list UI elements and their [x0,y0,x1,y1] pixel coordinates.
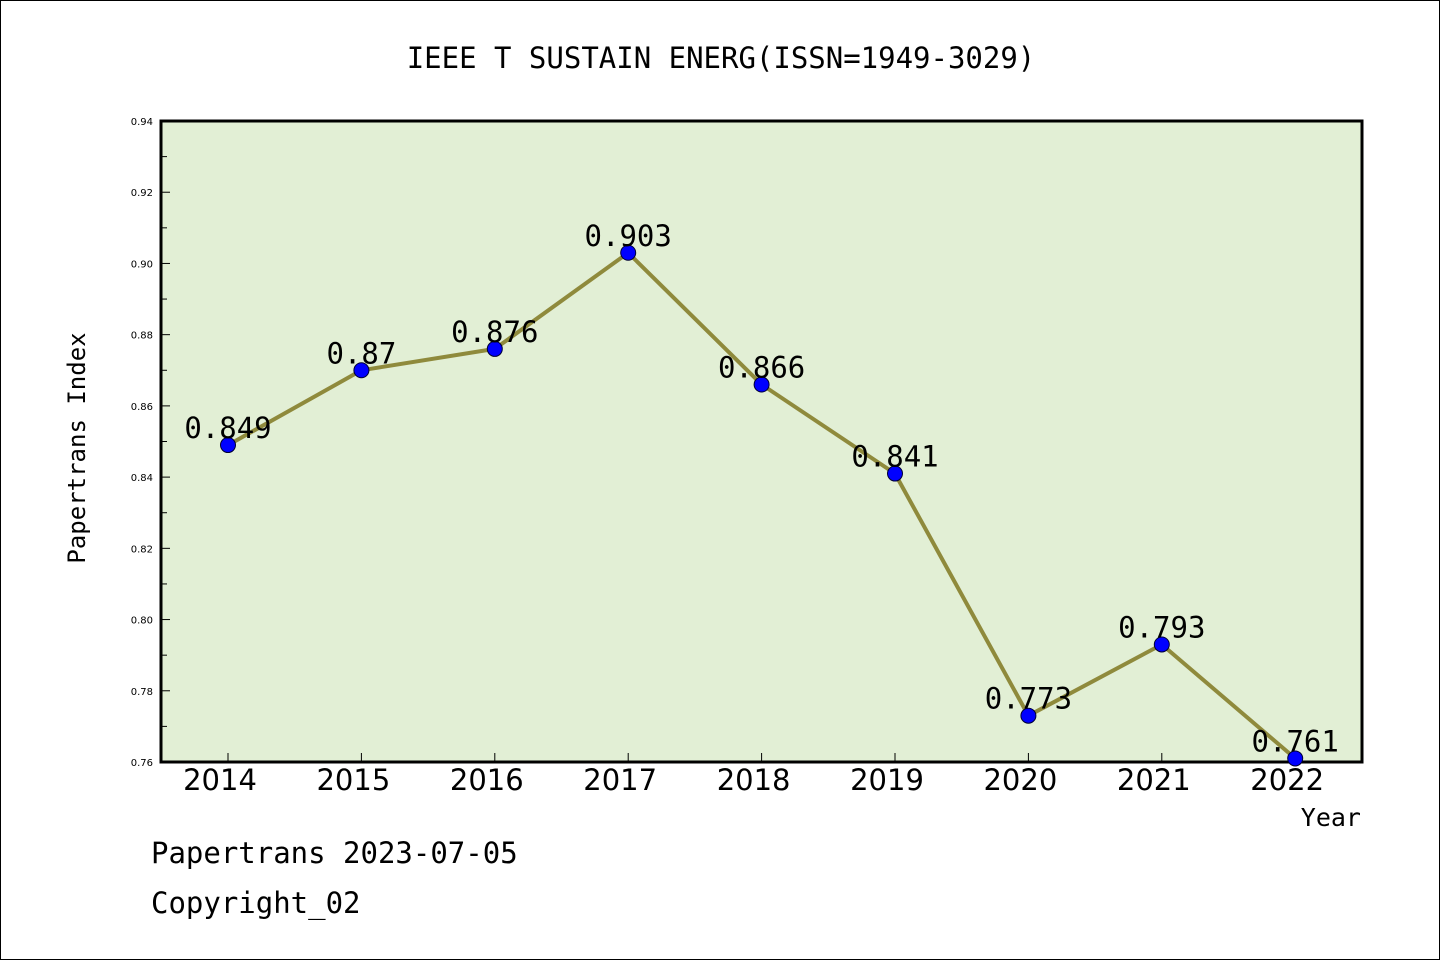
data-label: 0.866 [718,351,805,385]
plot-area [159,119,1364,764]
y-tick-label: 0.84 [131,473,153,484]
y-tick-label: 0.94 [131,117,153,128]
x-axis: 2014 2015 2016 2017 2018 2019 2020 2021 2022 [183,753,1324,797]
data-markers [220,244,1304,767]
y-tick-label: 0.80 [131,616,153,627]
data-label: 0.841 [851,440,938,474]
x-tick-label: 2018 [717,763,791,797]
data-point [220,437,236,454]
data-point [486,340,503,357]
x-tick-label: 2019 [850,763,924,797]
footer-date: Papertrans 2023-07-05 [151,836,518,870]
data-point [1153,636,1170,653]
chart-title: IEEE T SUSTAIN ENERG(ISSN=1949-3029) [407,41,1036,75]
x-tick-label: 2017 [583,763,657,797]
y-axis: 0.76 0.78 0.80 0.82 0.84 0.86 0.88 0.90 0.92 0.94 [131,117,170,769]
data-label: 0.773 [985,682,1072,716]
y-tick-label: 0.78 [131,687,153,698]
x-tick-label: 2021 [1117,763,1191,797]
data-label: 0.849 [184,411,271,445]
data-point [887,465,903,482]
y-tick-label: 0.76 [131,758,153,769]
y-tick-label: 0.88 [131,331,153,342]
footer-copyright: Copyright_02 [151,886,361,920]
x-tick-label: 2020 [983,763,1057,797]
data-label: 0.903 [585,219,672,253]
data-point [620,244,637,261]
x-tick-label: 2016 [450,763,524,797]
y-tick-label: 0.90 [131,259,153,270]
data-point [753,376,770,393]
y-tick-label: 0.86 [131,402,153,413]
data-labels: 0.849 0.87 0.876 0.903 0.866 0.841 0.773 0.793 0… [184,219,1339,759]
x-axis-label: Year [1301,803,1361,832]
data-point [1287,750,1304,767]
data-label: 0.87 [326,336,396,370]
data-label: 0.761 [1252,724,1339,758]
x-tick-label: 2014 [183,763,257,797]
data-label: 0.876 [451,315,538,349]
y-tick-label: 0.92 [131,188,153,199]
data-point [1020,707,1037,724]
x-tick-label: 2022 [1250,763,1324,797]
y-tick-label: 0.82 [131,544,153,555]
x-tick-label: 2015 [316,763,390,797]
data-label: 0.793 [1118,610,1205,644]
data-point [353,362,370,379]
y-axis-label: Papertrans Index [63,332,91,563]
